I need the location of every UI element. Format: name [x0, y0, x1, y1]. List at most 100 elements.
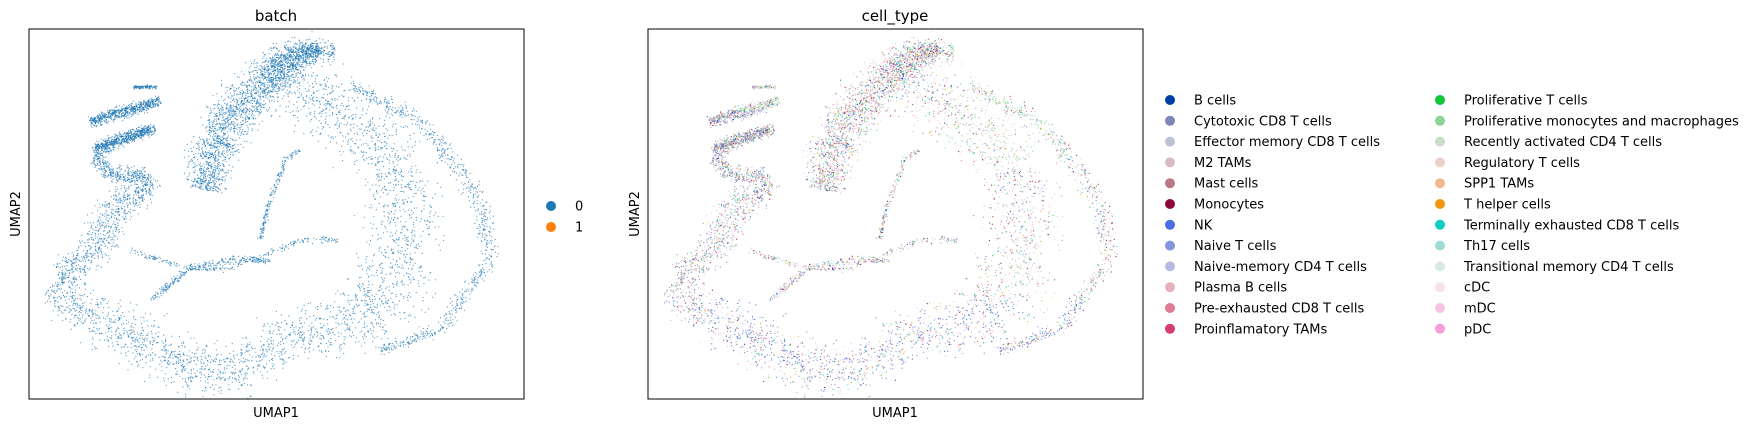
batch-point [473, 202, 475, 204]
batch-point [289, 153, 291, 155]
batch-point [240, 93, 242, 95]
batch-point [379, 179, 381, 181]
batch-point [421, 338, 423, 340]
batch-point [416, 207, 418, 209]
batch-point [91, 162, 94, 164]
batch-point [140, 109, 142, 111]
batch-point [142, 330, 144, 332]
batch-point [221, 123, 224, 125]
batch-point [225, 122, 227, 124]
batch-point [281, 162, 283, 164]
batch-point [401, 187, 403, 189]
batch-point [99, 217, 101, 219]
batch-point [284, 319, 286, 322]
batch-point [412, 276, 414, 278]
batch-point [222, 164, 224, 166]
batch-point [366, 92, 369, 94]
batch-point [320, 116, 322, 118]
batch-point [471, 278, 473, 280]
batch-point [278, 89, 280, 91]
batch-point [200, 373, 202, 375]
batch-point [243, 91, 245, 93]
batch-point [457, 296, 459, 298]
batch-point [288, 58, 290, 60]
batch-point [210, 263, 212, 265]
batch-point [370, 322, 372, 324]
batch-point [209, 386, 211, 388]
batch-point [353, 85, 355, 87]
batch-point [401, 109, 403, 111]
batch-point [301, 76, 303, 78]
batch-point [327, 304, 329, 306]
batch-point [363, 311, 366, 313]
batch-point [178, 357, 180, 359]
batch-point [399, 158, 401, 161]
batch-point [371, 118, 373, 120]
batch-point [479, 224, 481, 226]
batch-point [287, 243, 290, 245]
batch-point [378, 238, 380, 240]
batch-point [423, 277, 425, 279]
batch-point [226, 117, 228, 120]
batch-point [244, 260, 246, 262]
batch-point [108, 162, 110, 164]
batch-point [253, 117, 255, 119]
batch-point [333, 46, 335, 49]
batch-point [411, 238, 413, 240]
batch-point [71, 265, 73, 267]
batch-point [356, 172, 358, 174]
batch-point [319, 47, 321, 50]
batch-point [103, 112, 105, 114]
batch-point [287, 72, 289, 74]
batch-point [227, 260, 229, 262]
batch-point [157, 103, 159, 105]
batch-point [118, 332, 120, 335]
batch-point [463, 164, 465, 166]
batch-point [236, 354, 238, 356]
batch-point [343, 105, 345, 107]
batch-point [160, 359, 162, 361]
batch-point [184, 378, 186, 380]
batch-point [299, 73, 301, 75]
batch-point [263, 74, 265, 76]
batch-point [267, 216, 269, 218]
batch-point [134, 203, 136, 205]
batch-point [151, 325, 153, 327]
batch-point [202, 266, 204, 268]
batch-point [273, 196, 275, 198]
batch-point [147, 334, 149, 336]
batch-point [370, 137, 372, 139]
batch-point [123, 197, 125, 199]
batch-point [324, 236, 326, 238]
batch-point [367, 105, 370, 107]
batch-point [59, 288, 61, 290]
batch-point [106, 233, 108, 235]
batch-point [242, 99, 244, 101]
batch-point [296, 51, 298, 53]
batch-point [144, 312, 147, 314]
batch-point [169, 356, 171, 358]
batch-point [432, 141, 434, 143]
batch-point [110, 177, 112, 179]
batch-point [156, 186, 159, 188]
batch-point [210, 110, 212, 112]
batch-point [111, 135, 113, 138]
batch-point [110, 326, 112, 329]
batch-point [368, 309, 370, 311]
batch-point [264, 70, 266, 72]
batch-point [52, 310, 54, 312]
batch-point [210, 265, 212, 267]
batch-point [359, 128, 361, 130]
batch-point [133, 140, 135, 143]
batch-point [60, 311, 63, 313]
batch-point [138, 341, 140, 343]
batch-point [389, 156, 391, 158]
batch-point [125, 355, 127, 357]
batch-point [123, 233, 125, 235]
batch-point [107, 151, 109, 153]
batch-point [281, 60, 283, 62]
batch-point [113, 194, 115, 197]
batch-point [147, 332, 149, 334]
batch-point [250, 79, 252, 81]
batch-point [72, 263, 74, 265]
